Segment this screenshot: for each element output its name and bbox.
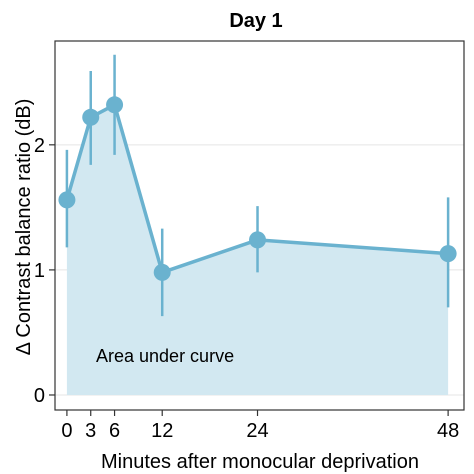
x-tick-label-0: 0 xyxy=(61,420,72,442)
y-tick-label-0: 0 xyxy=(34,385,45,407)
chart-title: Day 1 xyxy=(229,10,282,32)
data-point-12 xyxy=(153,263,171,281)
x-tick-label-24: 24 xyxy=(246,420,268,442)
data-point-24 xyxy=(249,231,267,249)
series-line xyxy=(65,103,449,275)
data-point-0 xyxy=(58,191,76,209)
x-tick-label-3: 3 xyxy=(85,420,96,442)
x-tick-label-12: 12 xyxy=(151,420,173,442)
x-tick-label-6: 6 xyxy=(109,420,120,442)
x-tick-label-48: 48 xyxy=(437,420,459,442)
data-point-6 xyxy=(106,96,124,114)
x-axis-label: Minutes after monocular deprivation xyxy=(101,451,419,473)
area-annotation: Area under curve xyxy=(96,346,234,366)
data-point-3 xyxy=(82,108,100,126)
data-point-48 xyxy=(439,245,457,263)
plot-border xyxy=(54,40,465,411)
y-axis-label: Δ Contrast balance ratio (dB) xyxy=(13,99,35,356)
y-tick-label-1: 1 xyxy=(34,260,45,282)
y-tick-label-2: 2 xyxy=(34,135,45,157)
